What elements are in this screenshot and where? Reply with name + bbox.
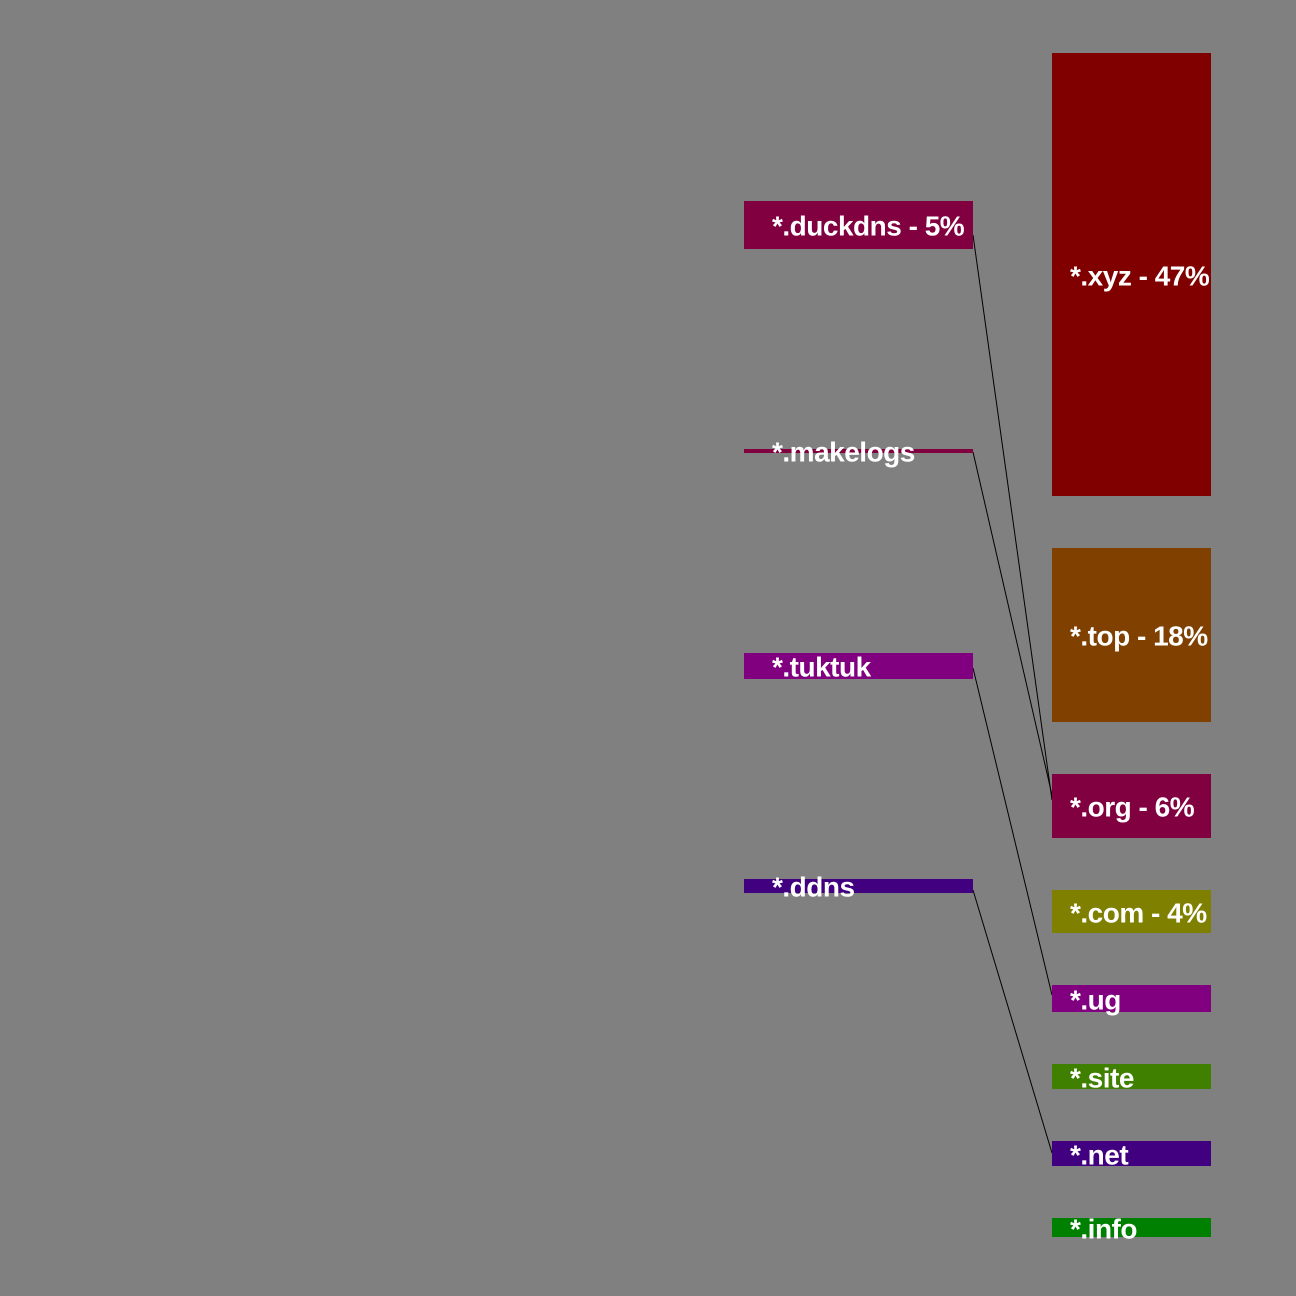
right-node-top: *.top - 18% (1052, 548, 1211, 722)
left-node-label-duckdns: *.duckdns - 5% (772, 210, 965, 241)
left-node-makelogs: *.makelogs (744, 436, 973, 467)
right-node-bar-net (1052, 1141, 1211, 1166)
link-ddns-net (972, 889, 1053, 1154)
right-node-bar-org (1052, 774, 1211, 838)
links-layer (972, 234, 1053, 1154)
right-node-label-com: *.com - 4% (1070, 897, 1207, 928)
left-node-bar-duckdns (744, 201, 973, 249)
right-node-bar-site (1052, 1064, 1211, 1089)
right-node-label-top: *.top - 18% (1070, 620, 1208, 651)
right-node-label-org: *.org - 6% (1070, 791, 1195, 822)
link-duckdns-org (972, 234, 1053, 801)
right-node-xyz: *.xyz - 47% (1052, 53, 1211, 496)
right-node-label-info: *.info (1070, 1213, 1137, 1244)
right-node-bar-com (1052, 890, 1211, 933)
left-node-label-ddns: *.ddns (772, 871, 855, 902)
left-node-duckdns: *.duckdns - 5% (744, 201, 973, 249)
left-node-bar-makelogs (744, 449, 973, 453)
right-node-ug: *.ug (1052, 984, 1211, 1015)
right-node-com: *.com - 4% (1052, 890, 1211, 933)
right-node-net: *.net (1052, 1139, 1211, 1170)
right-node-label-ug: *.ug (1070, 984, 1121, 1015)
right-node-label-net: *.net (1070, 1139, 1128, 1170)
left-node-ddns: *.ddns (744, 871, 973, 902)
right-node-label-xyz: *.xyz - 47% (1070, 260, 1210, 291)
left-node-label-tuktuk: *.tuktuk (772, 651, 872, 682)
right-node-info: *.info (1052, 1213, 1211, 1244)
right-node-bar-ug (1052, 985, 1211, 1012)
link-makelogs-org (972, 451, 1053, 796)
right-node-org: *.org - 6% (1052, 774, 1211, 838)
link-tuktuk-ug (972, 667, 1053, 996)
right-node-label-site: *.site (1070, 1062, 1134, 1093)
left-node-tuktuk: *.tuktuk (744, 651, 973, 682)
nodes-layer: *.duckdns - 5% *.makelogs *.tuktuk *.ddns *.… (744, 53, 1211, 1244)
right-node-bar-xyz (1052, 53, 1211, 496)
left-node-bar-ddns (744, 879, 973, 893)
right-node-site: *.site (1052, 1062, 1211, 1093)
left-node-bar-tuktuk (744, 653, 973, 679)
left-node-label-makelogs: *.makelogs (772, 436, 915, 467)
right-node-bar-top (1052, 548, 1211, 722)
right-node-bar-info (1052, 1218, 1211, 1237)
